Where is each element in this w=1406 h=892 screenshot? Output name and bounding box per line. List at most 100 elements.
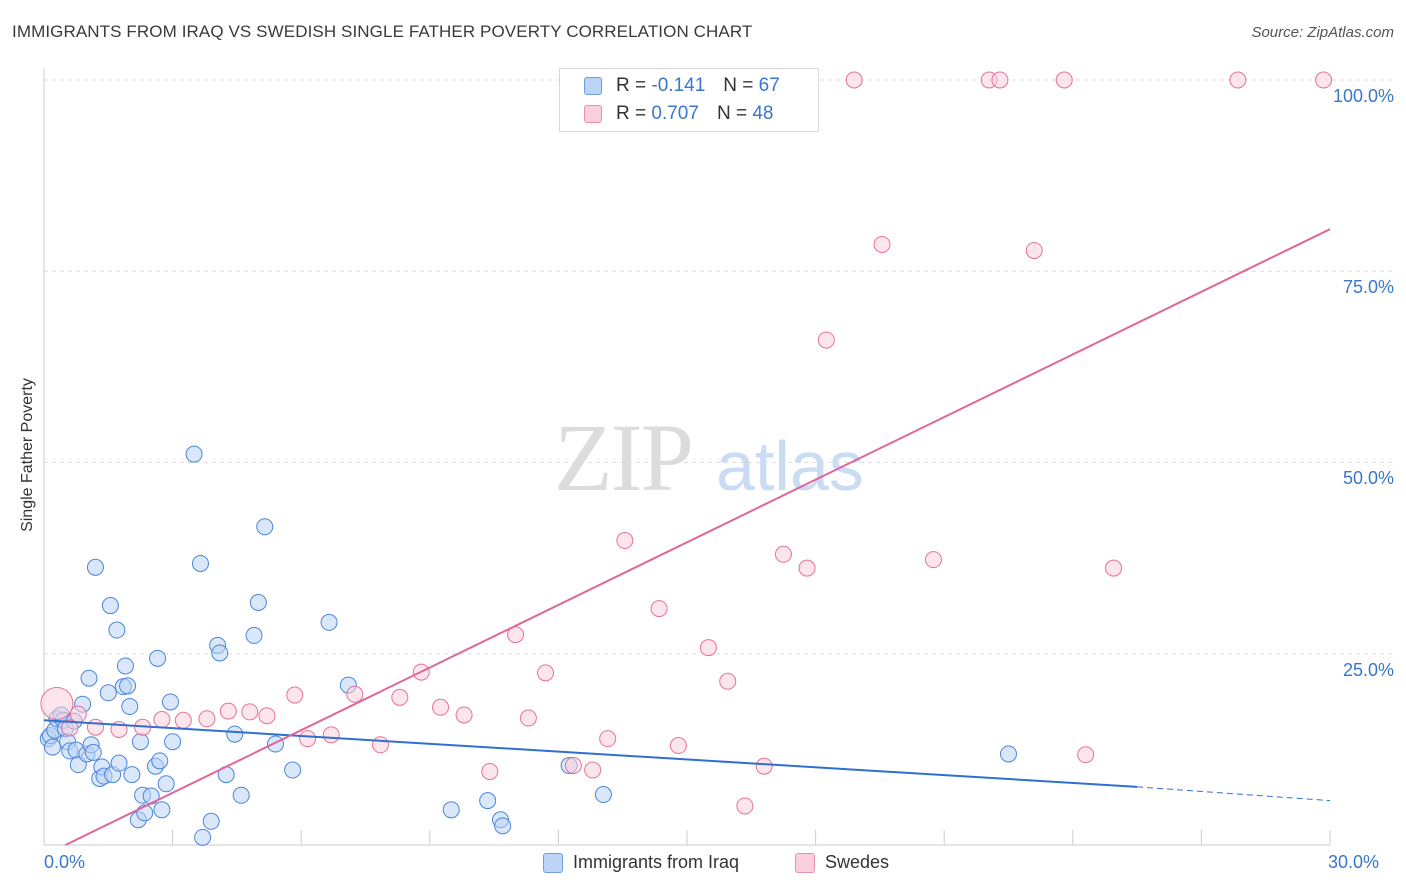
- chart-title: IMMIGRANTS FROM IRAQ VS SWEDISH SINGLE F…: [12, 22, 753, 41]
- data-point: [121, 698, 139, 716]
- data-point: [616, 532, 634, 550]
- data-point: [86, 558, 104, 576]
- data-point: [202, 812, 220, 830]
- data-point: [266, 735, 284, 753]
- data-point: [161, 693, 179, 711]
- data-point: [40, 686, 74, 720]
- data-point: [774, 545, 792, 563]
- data-point: [258, 707, 276, 725]
- legend-swatch-pink: [584, 105, 602, 123]
- data-point: [455, 706, 473, 724]
- data-point: [346, 685, 364, 703]
- data-point: [391, 688, 409, 706]
- data-point: [185, 445, 203, 463]
- data-point: [198, 710, 216, 728]
- data-point: [86, 718, 104, 736]
- data-point: [798, 559, 816, 577]
- bottom-legend-label: Swedes: [825, 852, 890, 872]
- legend-r-label: R =: [616, 75, 647, 96]
- legend-row-swedes: R = 0.707 N = 48: [584, 101, 773, 127]
- data-point: [755, 757, 773, 775]
- data-point: [69, 705, 87, 723]
- data-point: [1000, 745, 1017, 763]
- legend-swatch-blue: [584, 77, 602, 95]
- data-point: [241, 703, 259, 721]
- data-point: [699, 639, 717, 657]
- data-point: [108, 621, 126, 639]
- data-point: [211, 644, 229, 662]
- data-point: [286, 686, 304, 704]
- y-tick-label-50: 50.0%: [1342, 468, 1394, 488]
- data-point: [84, 743, 102, 761]
- data-point: [1229, 71, 1247, 89]
- watermark: ZIP atlas: [554, 404, 864, 511]
- data-point: [116, 657, 134, 675]
- data-point: [153, 801, 171, 819]
- data-point: [537, 664, 555, 682]
- data-point: [320, 613, 338, 631]
- data-point: [719, 672, 737, 690]
- data-point: [44, 738, 62, 756]
- data-point: [650, 600, 668, 618]
- data-point: [99, 684, 117, 702]
- data-point: [80, 669, 98, 687]
- y-tick-label-100: 100.0%: [1332, 86, 1394, 106]
- data-point: [174, 711, 192, 729]
- legend-r-value: 0.707: [651, 103, 699, 124]
- data-point: [594, 786, 612, 804]
- data-point: [873, 235, 891, 253]
- data-point: [245, 626, 263, 644]
- data-point: [164, 733, 182, 751]
- source-label: Source: ZipAtlas.com: [1251, 24, 1394, 41]
- data-point: [61, 719, 79, 737]
- legend-n-value: 48: [752, 103, 774, 124]
- legend-n-label: N =: [723, 75, 754, 96]
- data-point: [299, 730, 317, 748]
- legend-r-label: R =: [616, 103, 647, 124]
- bottom-legend-label: Immigrants from Iraq: [573, 852, 740, 872]
- data-point: [131, 733, 149, 751]
- data-point: [432, 698, 450, 716]
- axes: [43, 68, 1331, 846]
- legend-n-label: N =: [716, 103, 748, 124]
- data-point: [479, 792, 497, 810]
- y-tick-label-25: 25.0%: [1342, 660, 1394, 680]
- legend-r-value: -0.141: [651, 75, 706, 96]
- data-point: [1025, 242, 1043, 260]
- watermark-zip: ZIP: [554, 404, 692, 511]
- bottom-legend-swedes: Swedes: [795, 852, 889, 873]
- data-point: [584, 761, 602, 779]
- data-point: [845, 71, 863, 89]
- data-point: [142, 787, 160, 805]
- data-point: [372, 736, 390, 754]
- data-point: [817, 331, 835, 349]
- data-point: [494, 817, 512, 835]
- data-point: [157, 775, 175, 793]
- data-point: [442, 801, 460, 819]
- data-point: [669, 737, 687, 755]
- trend-line-swedes: [64, 228, 1331, 846]
- data-point: [256, 518, 274, 536]
- data-point: [1315, 71, 1333, 89]
- data-point: [284, 761, 302, 779]
- data-point: [123, 766, 141, 784]
- trend-line-iraq-extension: [1137, 786, 1331, 802]
- data-point: [481, 763, 499, 781]
- data-point: [1077, 746, 1095, 764]
- data-point: [322, 726, 340, 744]
- bottom-legend-swatch-blue: [543, 852, 563, 873]
- series-immigrants-from-iraq: [39, 445, 1017, 846]
- x-tick-label-max: 30.0%: [1328, 852, 1380, 872]
- data-point: [149, 649, 167, 667]
- bottom-legend-swatch-pink: [795, 852, 815, 873]
- data-point: [991, 71, 1009, 89]
- data-point: [191, 554, 209, 572]
- data-point: [519, 709, 537, 727]
- bottom-legend-iraq: Immigrants from Iraq: [543, 852, 739, 873]
- data-point: [736, 797, 754, 815]
- data-point: [194, 828, 212, 846]
- data-point: [151, 752, 169, 770]
- data-point: [564, 756, 582, 774]
- data-point: [249, 593, 267, 611]
